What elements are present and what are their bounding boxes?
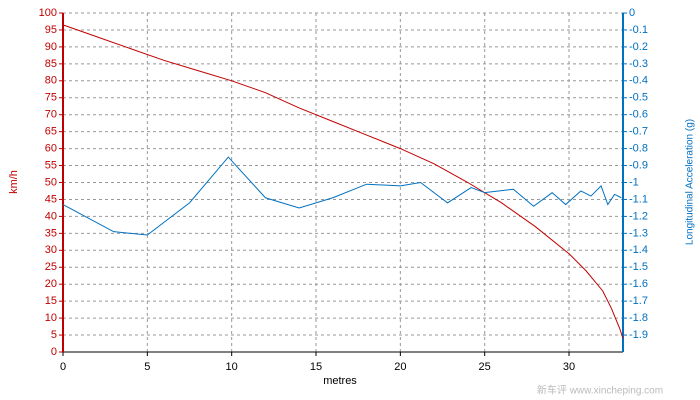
x-tick-label: 25 xyxy=(479,361,491,373)
x-tick-label: 5 xyxy=(144,361,150,373)
y-tick-label: 30 xyxy=(45,244,57,256)
y2-tick-label: -1.4 xyxy=(629,244,648,256)
y-tick-label: 15 xyxy=(45,295,57,307)
y2-axis-label: Longitudinal Acceleration (g) xyxy=(685,119,696,245)
y-tick-label: 85 xyxy=(45,58,57,70)
y-tick-label: 55 xyxy=(45,159,57,171)
y2-tick-label: -0.6 xyxy=(629,109,648,121)
y-tick-label: 95 xyxy=(45,24,57,36)
watermark: 新车评 www.xincheping.com xyxy=(537,384,663,397)
y2-tick-label: -0.8 xyxy=(629,143,648,155)
x-tick-label: 10 xyxy=(226,361,238,373)
y-tick-label: 10 xyxy=(45,312,57,324)
x-tick-label: 20 xyxy=(394,361,406,373)
y2-tick-label: -1.2 xyxy=(629,210,648,222)
y2-tick-label: -0.7 xyxy=(629,126,648,138)
y2-tick-label: -1.7 xyxy=(629,295,648,307)
x-axis-label: metres xyxy=(323,375,357,387)
y-tick-label: 40 xyxy=(45,210,57,222)
y2-tick-label: -0.5 xyxy=(629,92,648,104)
y-tick-label: 65 xyxy=(45,126,57,138)
series-line xyxy=(62,24,624,339)
y2-tick-label: -0.3 xyxy=(629,58,648,70)
y2-tick-label: -1.1 xyxy=(629,193,648,205)
y-tick-label: 70 xyxy=(45,109,57,121)
y-tick-label: 60 xyxy=(45,143,57,155)
y2-tick-label: 0 xyxy=(629,7,635,19)
y-axis-label: km/h xyxy=(8,170,20,194)
y2-tick-label: -0.4 xyxy=(629,75,648,87)
y-tick-label: 0 xyxy=(51,346,57,358)
y2-tick-label: -1 xyxy=(629,176,639,188)
y-tick-label: 50 xyxy=(45,176,57,188)
y2-tick-label: -0.9 xyxy=(629,159,648,171)
y-tick-label: 20 xyxy=(45,278,57,290)
y2-tick-label: -1.9 xyxy=(629,329,648,341)
y2-tick-label: -1.5 xyxy=(629,261,648,273)
y2-tick-label: -1.8 xyxy=(629,312,648,324)
y-tick-label: 25 xyxy=(45,261,57,273)
y-tick-label: 5 xyxy=(51,329,57,341)
y-tick-label: 100 xyxy=(39,7,57,19)
y-tick-label: 45 xyxy=(45,193,57,205)
y-tick-label: 90 xyxy=(45,41,57,53)
y2-tick-label: -1.6 xyxy=(629,278,648,290)
x-tick-label: 15 xyxy=(310,361,322,373)
series-line xyxy=(62,156,622,236)
y-tick-label: 80 xyxy=(45,75,57,87)
x-tick-label: 30 xyxy=(563,361,575,373)
y-tick-label: 75 xyxy=(45,92,57,104)
x-tick-label: 0 xyxy=(60,361,66,373)
y2-tick-label: -0.2 xyxy=(629,41,648,53)
y2-tick-label: -0.1 xyxy=(629,24,648,36)
y2-tick-label: -1.3 xyxy=(629,227,648,239)
y-tick-label: 35 xyxy=(45,227,57,239)
